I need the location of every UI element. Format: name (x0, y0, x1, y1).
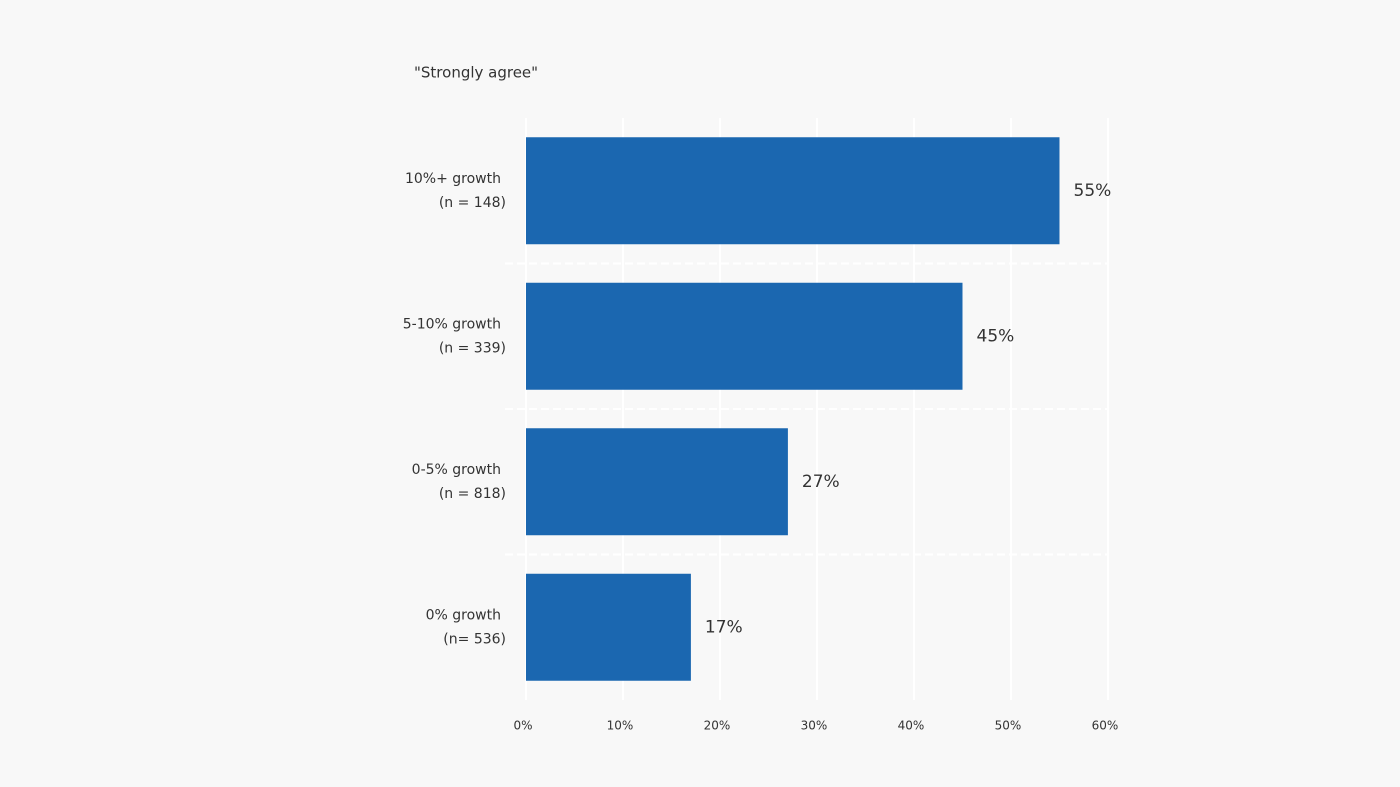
x-tick-label: 40% (898, 719, 925, 733)
y-tick-sublabel: (n= 536) (443, 631, 506, 647)
y-tick-label: 10%+ growth (405, 171, 501, 187)
y-tick-sublabel: (n = 818) (439, 486, 506, 502)
x-tick-label: 10% (607, 719, 634, 733)
data-label: 27% (802, 472, 840, 492)
y-tick-label: 0% growth (426, 607, 501, 623)
x-tick-label: 50% (995, 719, 1022, 733)
bar (526, 428, 788, 536)
x-tick-label: 20% (704, 719, 731, 733)
bar (526, 282, 963, 390)
data-label: 45% (977, 326, 1015, 346)
data-label: 55% (1074, 181, 1112, 201)
chart-title: "Strongly agree" (414, 64, 538, 82)
x-tick-label: 30% (801, 719, 828, 733)
x-tick-label: 60% (1092, 719, 1119, 733)
y-tick-sublabel: (n = 148) (439, 195, 506, 211)
data-label: 17% (705, 617, 743, 637)
y-tick-label: 5-10% growth (403, 316, 501, 332)
y-tick-label: 0-5% growth (412, 462, 501, 478)
bar (526, 573, 691, 681)
x-tick-label: 0% (513, 719, 532, 733)
bar (526, 137, 1060, 245)
y-tick-sublabel: (n = 339) (439, 340, 506, 356)
